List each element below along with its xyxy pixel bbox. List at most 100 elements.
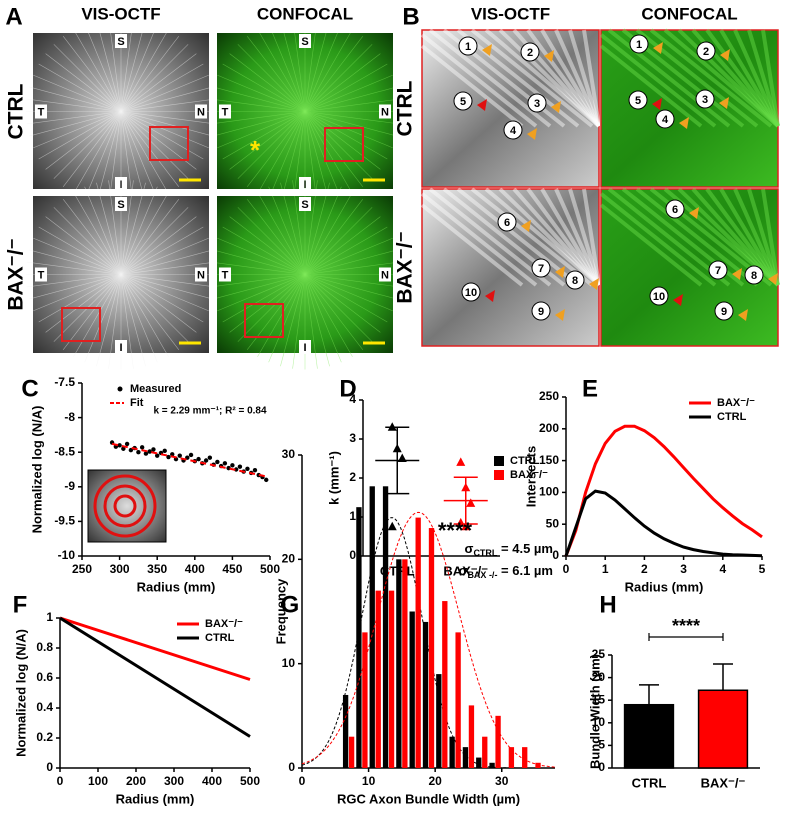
y-tick-label: 0 [349,548,356,562]
arrow [555,266,565,278]
image-texture [222,274,306,323]
image-texture [120,249,213,275]
image-texture [217,111,306,149]
point [252,467,258,473]
image-texture [73,111,122,194]
point [151,447,156,452]
y-tick-label: 200 [539,421,559,435]
panel-letter: C [21,375,38,402]
image-texture [304,274,400,288]
marker-circle [527,93,547,113]
y-tick-label: 0.8 [36,640,53,654]
x-tick-label: 0 [57,774,64,788]
image-texture [304,216,381,275]
image-texture [45,111,122,170]
image-texture [33,237,122,275]
mask [0,189,400,196]
image-texture [108,17,122,112]
image-texture [420,33,538,128]
marker-label: 4 [510,125,517,137]
orientation-box [115,34,127,48]
marker-label: 8 [751,270,757,282]
image-texture [292,274,306,369]
image-texture [120,111,189,179]
image-texture [120,274,216,288]
x-tick-label: 5 [759,562,766,576]
inset-ring [93,474,157,538]
y-tick-label: 0 [598,760,605,774]
image-texture [73,192,122,275]
orientation-box [379,104,391,119]
image-texture [470,28,594,128]
orientation-label: T [222,106,229,118]
image-texture [705,187,780,287]
x-tick-label: 2 [641,562,648,576]
point [466,498,476,507]
image-texture [108,180,122,275]
marker-circle [458,36,478,56]
x-tick-label: 300 [164,774,184,788]
orientation-box [379,267,391,282]
orientation-box [299,34,311,48]
significance: **** [438,518,473,543]
image-texture [268,274,306,363]
image-texture [120,274,146,367]
bar [436,674,442,768]
image-texture [304,98,400,112]
y-tick-label: 10 [592,715,606,729]
image-texture [62,198,122,275]
image-texture [210,98,306,112]
fit-line [111,442,267,478]
image-texture [237,111,306,179]
image-texture [304,180,318,275]
marker-label: 9 [721,306,727,318]
image-texture [268,111,306,200]
fit-curve [301,511,556,768]
marker-label: 6 [672,204,678,216]
bar [362,632,368,768]
arrow [720,49,730,61]
x-tick-label: 200 [126,774,146,788]
image-texture [213,249,306,275]
point [207,455,213,460]
image-texture [498,187,601,287]
image-texture [120,23,158,112]
arrow [551,101,561,113]
image-texture [237,274,306,342]
x-tick-label: 450 [222,562,242,576]
image-texture [96,274,122,367]
y-axis-label: Bundle Width (µm) [587,654,602,769]
line [564,424,763,557]
marker-label: 5 [635,95,641,107]
bar [495,715,501,768]
point [203,458,209,463]
mask [209,33,217,355]
image-texture [120,216,197,275]
orientation-label: N [381,106,389,118]
y-tick-label: 0 [46,760,53,774]
image-texture [599,33,717,128]
y-tick-label: -9.5 [54,514,75,528]
marker-circle [461,282,481,302]
image-texture [540,187,601,287]
image-texture [108,274,122,369]
image-texture [84,23,122,112]
image-texture [568,188,601,286]
legend-label: Fit [130,397,144,409]
y-tick-label: 30 [282,447,296,461]
x-axis-label: Radius (mm) [625,579,704,594]
marker-circle [629,34,649,54]
y-tick-label: 250 [539,389,559,403]
y-tick-label: 15 [592,692,606,706]
image-texture [292,17,306,112]
bar [382,486,389,768]
legend-label: BAX⁻/⁻ [205,618,243,630]
image-texture [45,216,122,275]
image-texture [304,111,393,149]
image-texture [526,187,601,287]
marker-label: 3 [534,98,540,110]
x-tick-label: 20 [428,774,442,788]
image-texture [304,274,342,363]
legend-label: BAX⁻/⁻ [510,469,548,481]
arrow [719,97,729,109]
